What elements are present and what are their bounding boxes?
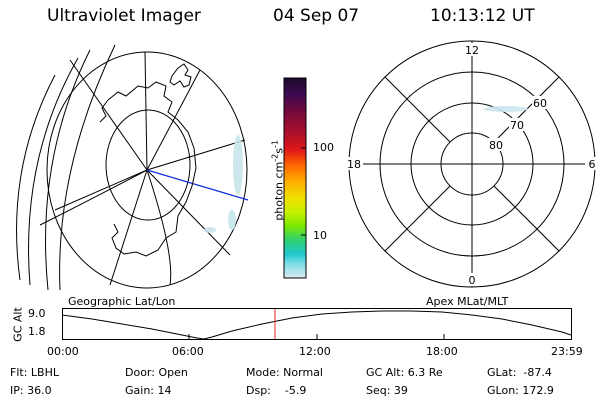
mlt-label-18: 18 xyxy=(347,158,361,171)
altitude-plot xyxy=(61,308,572,340)
filter-readout: Flt: LBHL xyxy=(10,366,59,379)
altitude-xtick-0600: 06:00 xyxy=(172,345,204,358)
glat-readout: GLat: -87.4 xyxy=(487,366,552,379)
mlt-label-0: 0 xyxy=(469,274,476,287)
altitude-ytick-9: 9.0 xyxy=(28,307,46,320)
intensity-colorbar xyxy=(283,77,307,279)
altitude-ytick-1.8: 1.8 xyxy=(28,325,46,338)
altitude-ylabel: GC Alt xyxy=(11,307,25,342)
geographic-map xyxy=(16,44,249,291)
date-label: 04 Sep 07 xyxy=(273,6,360,26)
colorbar-unit-label: photon cm-2s-1 xyxy=(270,140,286,221)
altitude-xtick-2359: 23:59 xyxy=(551,345,583,358)
mlt-label-12: 12 xyxy=(465,44,479,57)
colorbar-tick-100: 100 xyxy=(313,141,334,154)
glon-readout: GLon: 172.9 xyxy=(487,384,554,397)
mlat-label-60: 60 xyxy=(533,97,547,110)
seq-readout: Seq: 39 xyxy=(366,384,408,397)
colorbar-tick-10: 10 xyxy=(313,229,327,242)
mlt-label-6: 6 xyxy=(589,158,596,171)
gain-readout: Gain: 14 xyxy=(125,384,172,397)
altitude-xtick-1800: 18:00 xyxy=(426,345,458,358)
mlat-label-70: 70 xyxy=(510,119,524,132)
geo-panel-label: Geographic Lat/Lon xyxy=(68,295,176,308)
polar-panel-label: Apex MLat/MLT xyxy=(426,295,509,308)
coastline-outline xyxy=(99,63,197,257)
ip-readout: IP: 36.0 xyxy=(10,384,52,397)
mode-readout: Mode: Normal xyxy=(246,366,323,379)
app-title: Ultraviolet Imager xyxy=(47,6,201,26)
mlat-label-80: 80 xyxy=(489,139,503,152)
gc-alt-readout: GC Alt: 6.3 Re xyxy=(366,366,443,379)
altitude-xtick-1200: 12:00 xyxy=(299,345,331,358)
door-readout: Door: Open xyxy=(125,366,188,379)
dsp-readout: Dsp: -5.9 xyxy=(246,384,307,397)
polar-plot: 12 18 6 0 60 70 80 xyxy=(345,40,599,288)
time-label: 10:13:12 UT xyxy=(430,6,535,26)
altitude-xtick-0000: 00:00 xyxy=(47,345,79,358)
